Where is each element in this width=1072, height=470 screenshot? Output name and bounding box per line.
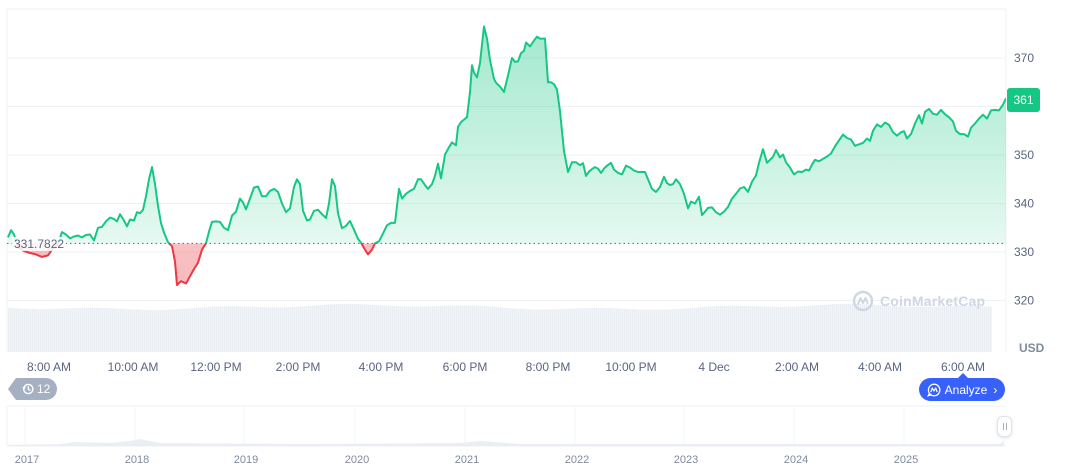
analyze-chat-icon [926, 383, 941, 397]
history-badge[interactable]: 12 [8, 378, 58, 400]
x-tick-label: 12:00 PM [190, 360, 241, 374]
analyze-button[interactable]: Analyze › [919, 373, 1005, 401]
x-tick-label: 10:00 PM [605, 360, 656, 374]
x-tick-label: 6:00 AM [941, 360, 985, 374]
x-tick-label: 8:00 AM [27, 360, 71, 374]
x-tick-label: 10:00 AM [108, 360, 159, 374]
navigator-year-label: 2018 [125, 454, 149, 466]
navigator-drag-handle[interactable] [997, 416, 1012, 437]
baseline-price-label: 331.7822 [12, 237, 67, 251]
x-tick-label: 8:00 PM [526, 360, 571, 374]
x-tick-label: 4:00 AM [858, 360, 902, 374]
y-tick-label: 340 [1014, 197, 1034, 211]
analyze-label: Analyze [944, 382, 988, 397]
x-tick-label: 2:00 PM [276, 360, 321, 374]
x-tick-label: 2:00 AM [775, 360, 819, 374]
navigator-year-label: 2020 [345, 454, 369, 466]
history-count: 12 [37, 382, 51, 396]
navigator-year-label: 2017 [15, 454, 39, 466]
price-line-up [7, 25, 1006, 244]
volume-bars [8, 303, 992, 352]
navigator-year-label: 2025 [894, 454, 918, 466]
x-tick-label: 4 Dec [698, 360, 729, 374]
currency-label: USD [1019, 341, 1045, 355]
current-price-tag: 361 [1007, 88, 1040, 112]
y-tick-label: 320 [1014, 294, 1034, 308]
navigator-year-label: 2022 [565, 454, 589, 466]
coinmarketcap-watermark: CoinMarketCap [852, 290, 985, 312]
navigator[interactable]: 2017 2018 2019 2020 2021 2022 2023 2024 2025 [6, 405, 1006, 466]
coinmarketcap-logo-icon [852, 290, 874, 312]
y-tick-label: 350 [1014, 148, 1034, 162]
navigator-year-label: 2024 [784, 454, 808, 466]
navigator-year-label: 2023 [674, 454, 698, 466]
navigator-year-label: 2019 [234, 454, 258, 466]
y-tick-label: 330 [1014, 245, 1034, 259]
clock-history-icon [22, 383, 34, 395]
watermark-text: CoinMarketCap [880, 293, 986, 309]
grip-line-icon [1002, 423, 1004, 430]
navigator-year-label: 2021 [455, 454, 479, 466]
grip-line-icon [1005, 423, 1007, 430]
x-tick-label: 4:00 PM [359, 360, 404, 374]
y-tick-label: 370 [1014, 51, 1034, 65]
price-line-down [15, 243, 378, 286]
chevron-right-icon: › [993, 382, 998, 397]
x-tick-label: 6:00 PM [443, 360, 488, 374]
